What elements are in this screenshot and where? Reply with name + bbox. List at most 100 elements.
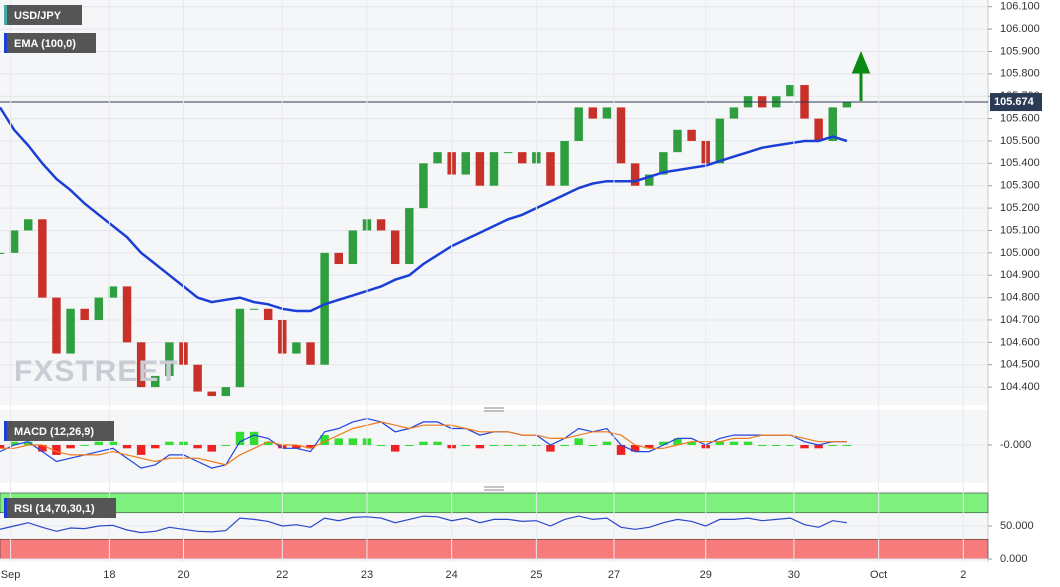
candle bbox=[659, 152, 668, 175]
ema-label: EMA (100,0) bbox=[14, 38, 76, 50]
histogram-bar bbox=[390, 445, 400, 452]
macd-label: MACD (12,26,9) bbox=[14, 426, 94, 438]
macd-box bbox=[4, 421, 114, 441]
histogram-bar bbox=[193, 445, 202, 449]
candle bbox=[80, 308, 89, 320]
histogram-bar bbox=[136, 445, 146, 455]
candle bbox=[390, 230, 400, 265]
y-tick-label: 105.400 bbox=[1000, 157, 1040, 169]
histogram-bar bbox=[645, 445, 654, 449]
histogram-bar bbox=[546, 445, 555, 452]
rsi-box bbox=[4, 498, 116, 518]
candle bbox=[786, 85, 795, 97]
histogram-bar bbox=[433, 441, 442, 445]
histogram-bar bbox=[715, 441, 725, 445]
histogram-bar bbox=[772, 445, 781, 446]
histogram-bar bbox=[489, 445, 499, 446]
candle bbox=[715, 118, 725, 164]
candle bbox=[842, 102, 852, 108]
candle bbox=[461, 152, 471, 175]
histogram-bar bbox=[560, 445, 569, 446]
candle bbox=[517, 152, 527, 164]
x-tick-label: 29 bbox=[700, 569, 712, 581]
histogram-bar bbox=[842, 445, 852, 446]
symbol-label: USD/JPY bbox=[14, 10, 62, 22]
histogram-bar bbox=[588, 445, 598, 446]
y-tick-label: 106.100 bbox=[1000, 1, 1040, 13]
rsi-band bbox=[0, 492, 989, 514]
histogram-bar bbox=[122, 445, 132, 449]
histogram-bar bbox=[503, 445, 513, 446]
histogram-bar bbox=[743, 441, 753, 445]
y-tick-label: 104.700 bbox=[1000, 314, 1040, 326]
histogram-bar bbox=[207, 445, 216, 452]
candle bbox=[306, 342, 315, 365]
histogram-bar bbox=[263, 441, 273, 445]
candle bbox=[9, 230, 19, 253]
histogram-bar bbox=[23, 441, 33, 445]
histogram-bar bbox=[165, 441, 174, 445]
histogram-bar bbox=[574, 438, 583, 445]
candle bbox=[249, 308, 259, 310]
y-tick-label: -0.000 bbox=[1000, 439, 1031, 451]
histogram-bar bbox=[80, 445, 89, 446]
candle bbox=[94, 297, 104, 320]
macd-panel bbox=[0, 410, 988, 483]
histogram-bar bbox=[334, 438, 343, 445]
price-panel bbox=[0, 0, 988, 405]
x-tick-label: 23 bbox=[361, 569, 373, 581]
candle bbox=[574, 107, 583, 141]
candle bbox=[687, 129, 696, 141]
candle bbox=[814, 118, 823, 141]
candle bbox=[292, 342, 301, 354]
last-price-box bbox=[990, 93, 1042, 112]
x-tick-label: 30 bbox=[788, 569, 800, 581]
histogram-bar bbox=[52, 445, 61, 455]
histogram-bar bbox=[94, 441, 104, 445]
histogram-bar bbox=[687, 441, 696, 445]
x-tick-label: 2 bbox=[960, 569, 966, 581]
candle bbox=[66, 308, 75, 354]
watermark: FXSTREET bbox=[14, 355, 179, 388]
candle bbox=[630, 163, 640, 186]
histogram-bar bbox=[475, 445, 485, 449]
histogram-bar bbox=[602, 441, 612, 445]
rsi-label: RSI (14,70,30,1) bbox=[14, 503, 95, 515]
candle bbox=[193, 364, 202, 392]
x-tick-label: 18 bbox=[103, 569, 115, 581]
rsi-band bbox=[0, 538, 989, 560]
candle bbox=[108, 286, 118, 298]
candle bbox=[729, 107, 739, 119]
candle bbox=[52, 297, 61, 354]
candle bbox=[136, 342, 146, 388]
histogram-bar bbox=[306, 445, 315, 449]
x-tick-label: 27 bbox=[608, 569, 620, 581]
candle bbox=[405, 208, 414, 265]
y-tick-label: 105.100 bbox=[1000, 224, 1040, 236]
y-tick-label: 105.000 bbox=[1000, 247, 1040, 259]
y-tick-label: 105.800 bbox=[1000, 68, 1040, 80]
histogram-bar bbox=[757, 445, 767, 446]
candle bbox=[828, 107, 837, 141]
y-tick-label: 106.000 bbox=[1000, 23, 1040, 35]
histogram-bar bbox=[108, 441, 118, 445]
y-tick-label: 104.400 bbox=[1000, 381, 1040, 393]
y-tick-label: 105.500 bbox=[1000, 135, 1040, 147]
candle bbox=[616, 107, 626, 164]
histogram-bar bbox=[249, 431, 259, 445]
histogram-bar bbox=[659, 441, 668, 445]
y-tick-label: 105.300 bbox=[1000, 180, 1040, 192]
y-tick-label: 105.200 bbox=[1000, 202, 1040, 214]
candle bbox=[645, 174, 654, 186]
histogram-bar bbox=[376, 445, 386, 446]
candle bbox=[348, 230, 358, 265]
histogram-bar bbox=[38, 445, 47, 452]
up-arrow bbox=[851, 51, 871, 101]
histogram-bar bbox=[419, 441, 428, 445]
candle bbox=[165, 342, 174, 376]
candle bbox=[235, 308, 245, 388]
symbol-box bbox=[4, 5, 82, 25]
candle bbox=[475, 152, 485, 186]
x-tick-label: Oct bbox=[870, 569, 887, 581]
